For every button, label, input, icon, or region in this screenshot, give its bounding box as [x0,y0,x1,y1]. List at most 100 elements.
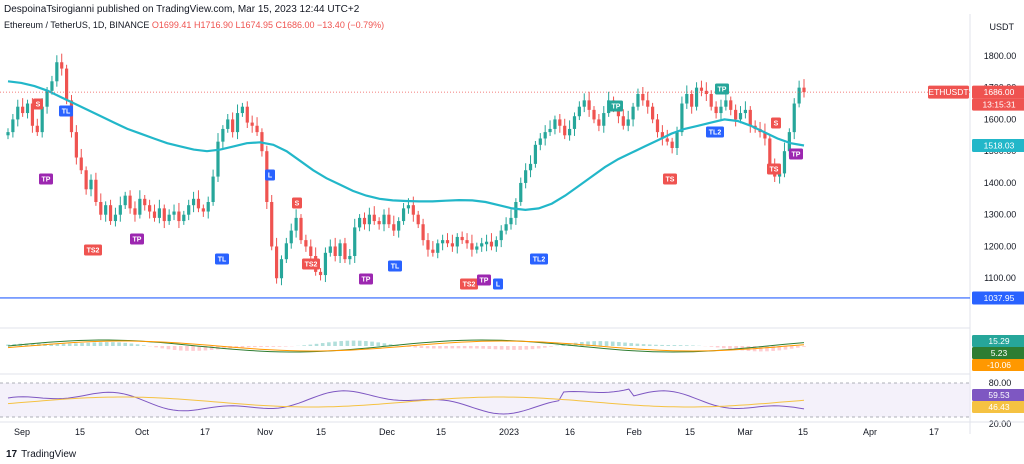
tradingview-footer[interactable]: 17 TradingView [6,449,76,460]
candle-body [690,94,694,107]
x-tick-label: 15 [75,427,85,437]
y-tick-label: 1200.00 [984,241,1017,251]
macd-bar [197,346,202,351]
candle-body [533,144,538,164]
candle-body [734,109,738,120]
macd-bar [61,343,66,346]
signal-marker-l: L [493,278,503,290]
y-tick-label: 1600.00 [984,114,1017,124]
candle-body [519,182,523,202]
signal-marker-tp: TP [359,273,373,285]
x-tick-label: 15 [798,427,808,437]
candle-body [651,106,655,120]
candle-body [484,241,489,245]
candle-body [240,106,245,114]
candle-body [128,195,132,209]
candle-body [289,230,293,244]
current-price-tag-bg [972,85,1024,99]
candle-body [187,205,191,215]
macd-bar [666,345,671,346]
candle-body [445,240,450,244]
macd-bar [104,342,109,346]
macd-bar [721,346,726,349]
signal-marker-bg [39,173,53,185]
macd-bar [672,345,677,346]
macd-histogram [6,340,806,352]
support-value-tag-bg [972,291,1024,305]
macd-bar [598,341,603,346]
macd-bar [203,346,208,351]
candle-body [45,90,49,107]
signal-marker-s: S [771,117,781,129]
candle-body [328,246,332,253]
macd-bar [55,343,60,346]
signal-marker-label: L [496,282,501,289]
candle-body [724,100,728,107]
macd-value-tag: -10.06 [987,360,1011,370]
macd-bar [67,343,72,346]
candle-body [206,202,210,212]
macd-bar [610,341,615,346]
candle-body [309,246,313,256]
candle-body [685,94,689,104]
macd-bar [382,343,387,346]
candle-body [397,221,401,231]
candle-body [704,90,708,94]
candle-body [441,240,445,244]
signal-marker-bg [265,169,275,181]
macd-bar [549,346,553,347]
macd-bar [493,346,498,350]
candle-body [143,198,147,206]
x-tick-label: Dec [379,427,396,437]
y-tick-label: 1100.00 [984,273,1016,283]
macd-bar [468,346,473,349]
macd-bar [475,346,479,349]
signal-marker-label: TS [770,167,779,174]
rsi-band [0,383,970,417]
candle-body [587,100,591,110]
candle-body [797,87,801,104]
candle-body [108,205,113,222]
candle-body [304,240,308,247]
macd-bar [783,346,788,350]
rsi-value-tag-bg [972,389,1024,401]
macd-bar [129,343,134,346]
signal-marker-bg [771,117,781,129]
macd-bar [30,343,35,346]
candle-body [84,170,88,190]
macd-bar [660,344,664,346]
candle-body [768,138,772,164]
candle-body [118,205,122,215]
candle-body [65,68,69,101]
macd-bar [209,346,214,350]
macd-bar [253,346,257,348]
candle-body [660,132,664,139]
macd-bar [49,343,53,346]
candle-body [401,208,406,222]
macd-bar [135,344,140,346]
candle-body [416,214,420,225]
candle-body [270,202,274,247]
macd-bar [388,344,393,346]
candle-body [524,170,528,183]
candle-body [607,100,611,114]
candle-body [99,202,103,215]
rsi-upper-label: 80.00 [989,378,1012,388]
macd-bar [314,343,319,346]
x-tick-label: Apr [863,427,877,437]
signal-marker-bg [706,126,724,138]
x-tick-label: Sep [14,427,30,437]
macd-bar [185,346,189,351]
candle-body [675,132,679,148]
macd-bar [234,346,239,348]
countdown-tag: 13:15:31 [982,100,1015,110]
macd-bar [431,346,436,349]
macd-bar [617,342,621,346]
candle-body [709,94,713,107]
signal-marker-bg [84,244,102,256]
x-tick-label: 17 [200,427,210,437]
macd-bar [117,342,121,346]
candles-group [6,53,806,286]
candle-body [509,217,513,225]
